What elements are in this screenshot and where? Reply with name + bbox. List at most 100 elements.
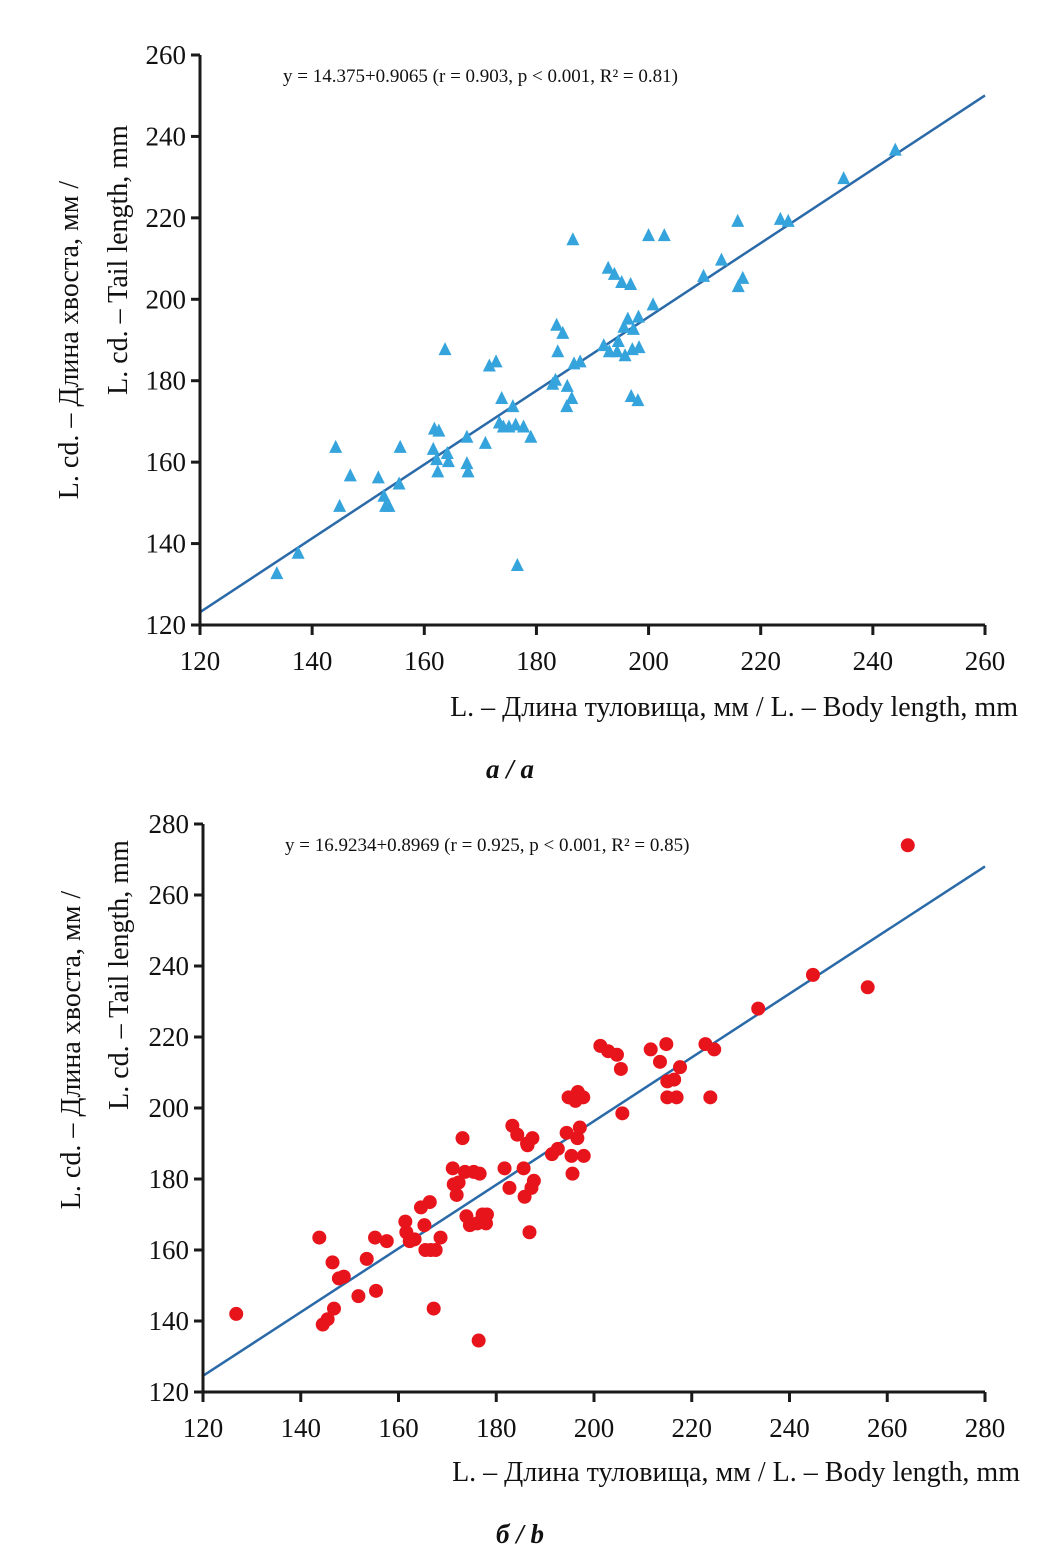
data-point xyxy=(573,354,587,368)
panel-a-ticks: 120 140 160 180 200 220 240 260 120 140 160 180 200 2… xyxy=(146,40,1006,676)
y-tick-label: 180 xyxy=(146,366,187,396)
y-tick-label: 140 xyxy=(149,1306,190,1336)
panel-b-caption: б / b xyxy=(496,1519,544,1549)
data-point xyxy=(624,277,638,291)
y-tick-label: 120 xyxy=(149,1377,190,1407)
data-point xyxy=(270,566,284,580)
data-point xyxy=(673,1060,688,1075)
panel-a: 120 140 160 180 200 220 240 260 120 140 160 180 200 2… xyxy=(54,40,1018,784)
y-tick-label: 280 xyxy=(149,809,190,839)
data-point xyxy=(707,1042,722,1057)
panel-b-y-label-line2: L. cd. – Tail length, mm xyxy=(104,840,135,1110)
data-point xyxy=(642,228,656,242)
data-point xyxy=(510,557,524,571)
y-tick-label: 180 xyxy=(149,1164,190,1194)
x-tick-label: 260 xyxy=(965,646,1006,676)
data-point xyxy=(497,1161,512,1176)
data-point xyxy=(329,439,343,453)
y-tick-label: 220 xyxy=(149,1022,190,1052)
data-point xyxy=(426,441,440,455)
data-point xyxy=(369,1283,384,1298)
x-tick-label: 240 xyxy=(853,646,894,676)
y-tick-label: 220 xyxy=(146,203,187,233)
data-point xyxy=(336,1269,351,1284)
data-point xyxy=(652,1054,667,1069)
y-tick-label: 160 xyxy=(146,447,187,477)
panel-b-x-label: L. – Длина туловища, мм / L. – Body leng… xyxy=(452,1457,1020,1488)
panel-a-caption: a / a xyxy=(486,754,534,784)
data-point xyxy=(781,213,795,227)
data-point xyxy=(714,252,728,266)
data-point xyxy=(517,419,531,433)
data-point xyxy=(731,213,745,227)
x-tick-label: 180 xyxy=(476,1413,517,1443)
panel-b-ticks: 120 140 160 180 200 220 240 260 280 120 140 160 180 2… xyxy=(149,809,1006,1443)
x-tick-label: 160 xyxy=(404,646,445,676)
data-point xyxy=(426,1301,441,1316)
data-point xyxy=(351,1289,366,1304)
y-tick-label: 120 xyxy=(146,610,187,640)
data-point xyxy=(621,311,635,325)
x-tick-label: 160 xyxy=(378,1413,419,1443)
data-point xyxy=(550,317,564,331)
data-point xyxy=(495,391,509,405)
data-point xyxy=(326,1301,341,1316)
data-point xyxy=(570,1131,585,1146)
x-tick-label: 140 xyxy=(292,646,333,676)
data-point xyxy=(320,1312,335,1327)
data-point xyxy=(615,1106,630,1121)
data-point xyxy=(460,429,474,443)
data-point xyxy=(560,399,574,413)
panel-a-equation: y = 14.375+0.9065 (r = 0.903, p < 0.001,… xyxy=(283,66,678,87)
x-tick-label: 220 xyxy=(740,646,781,676)
data-point xyxy=(888,142,902,156)
data-point xyxy=(479,1207,494,1222)
data-point xyxy=(643,1042,658,1057)
data-point xyxy=(624,389,638,402)
regression-line xyxy=(199,94,986,614)
data-point xyxy=(441,454,455,468)
data-point xyxy=(524,429,538,443)
data-point xyxy=(565,391,579,405)
data-point xyxy=(900,838,915,853)
data-point xyxy=(333,498,347,512)
data-point xyxy=(572,1120,587,1135)
data-point xyxy=(433,1230,448,1245)
data-point xyxy=(432,423,446,437)
data-point xyxy=(430,452,444,466)
data-point xyxy=(805,967,820,982)
x-tick-label: 260 xyxy=(867,1413,908,1443)
data-point xyxy=(445,1161,460,1176)
data-point xyxy=(556,325,570,339)
data-point xyxy=(736,270,750,284)
data-point xyxy=(611,334,625,348)
data-point xyxy=(417,1218,432,1233)
x-tick-label: 140 xyxy=(281,1413,322,1443)
data-point xyxy=(522,1225,537,1240)
data-point xyxy=(482,358,496,372)
regression-line xyxy=(202,865,986,1377)
data-point xyxy=(461,464,475,478)
data-point xyxy=(597,338,611,352)
panel-a-x-label: L. – Длина туловища, мм / L. – Body leng… xyxy=(450,692,1018,723)
panel-b-equation: y = 16.9234+0.8969 (r = 0.925, p < 0.001… xyxy=(285,835,689,856)
x-tick-label: 180 xyxy=(516,646,557,676)
data-point xyxy=(291,545,305,559)
x-tick-label: 120 xyxy=(180,646,221,676)
data-point xyxy=(407,1232,422,1247)
data-point xyxy=(669,1090,684,1105)
data-point xyxy=(343,468,357,482)
x-tick-label: 280 xyxy=(965,1413,1006,1443)
panel-b-marks xyxy=(202,838,986,1377)
x-tick-label: 220 xyxy=(672,1413,713,1443)
data-point xyxy=(502,1180,517,1195)
x-tick-label: 200 xyxy=(574,1413,615,1443)
data-point xyxy=(526,1173,541,1188)
data-point xyxy=(368,1230,383,1245)
panel-b-y-label-line1: L. cd. – Длина хвоста, мм / xyxy=(56,891,87,1210)
data-point xyxy=(697,268,711,282)
data-point xyxy=(548,372,562,386)
data-point xyxy=(667,1072,682,1087)
data-point xyxy=(731,279,745,293)
